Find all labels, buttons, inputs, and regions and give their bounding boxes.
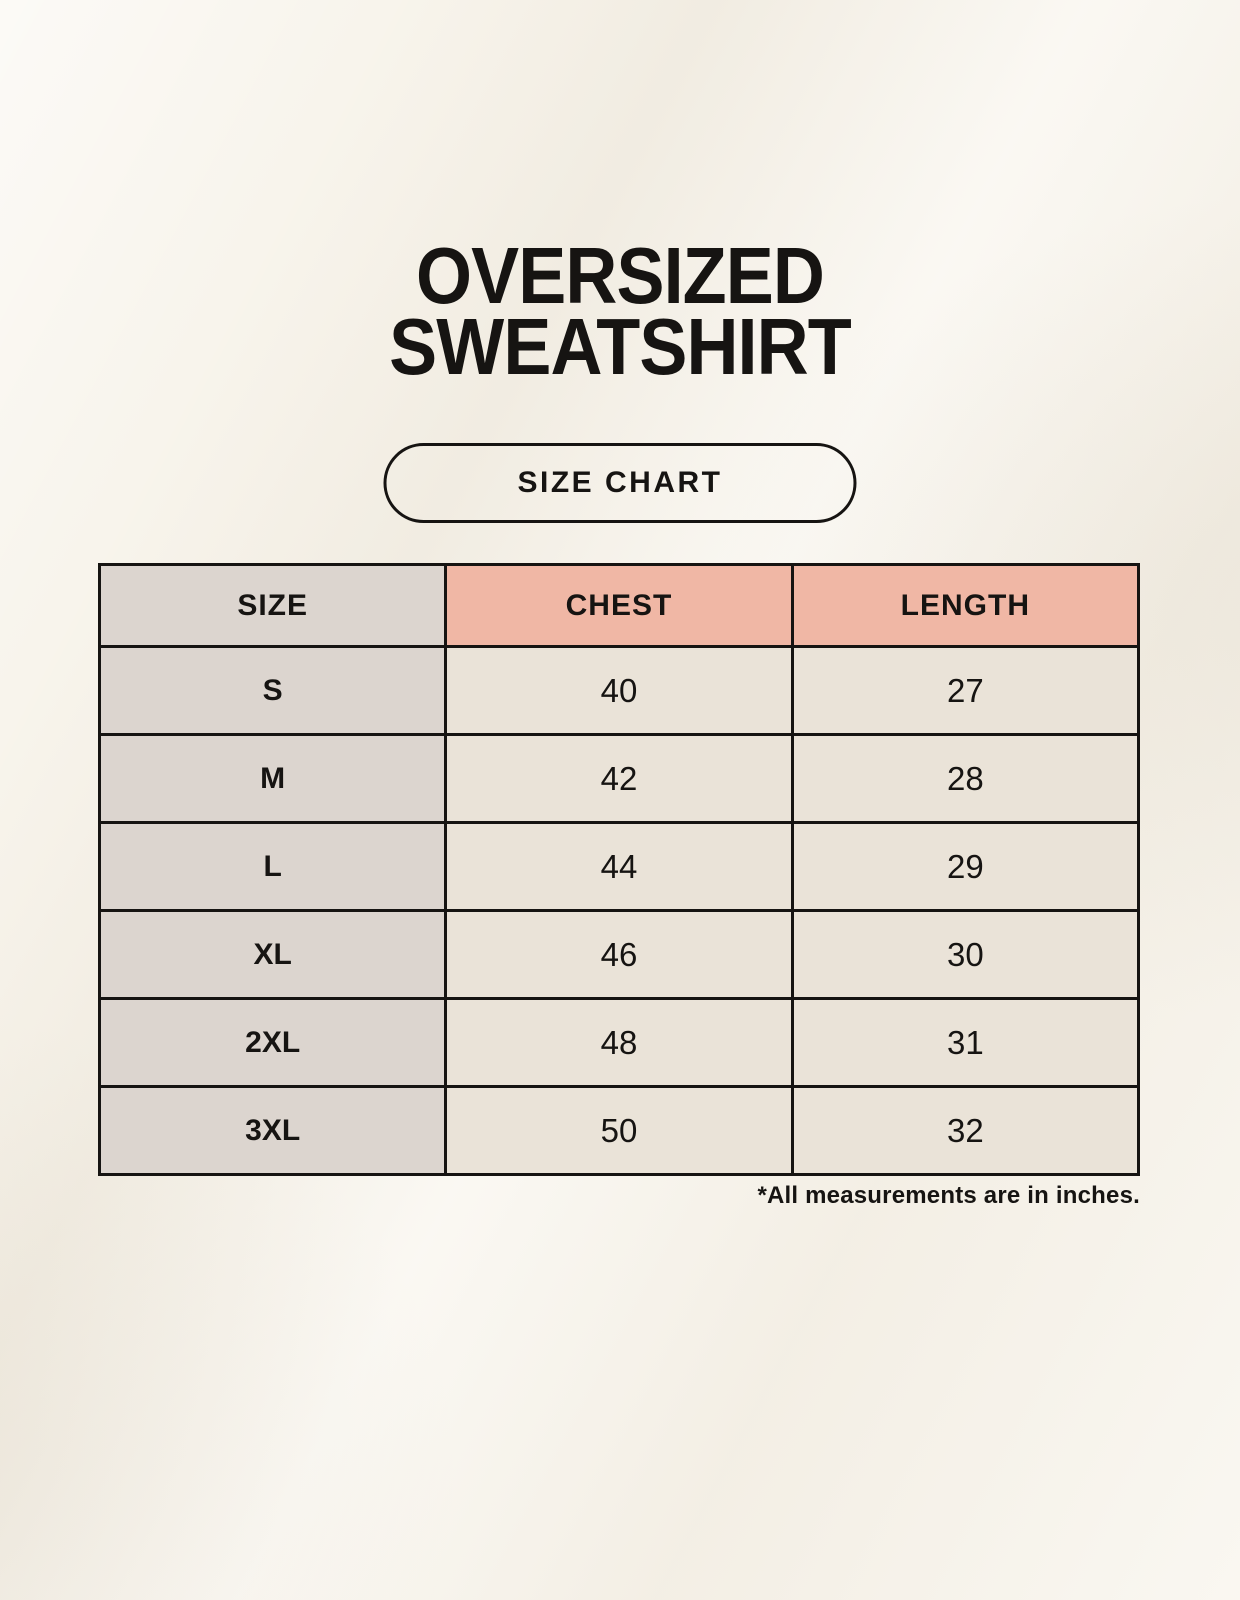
length-value: 28 [790, 733, 1141, 824]
size-label: 2XL [97, 997, 448, 1088]
product-title: OVERSIZED SWEATSHIRT [0, 231, 1240, 391]
size-label: S [97, 645, 448, 736]
column-header-size: SIZE [97, 563, 448, 648]
size-label: XL [97, 909, 448, 1000]
length-value: 27 [790, 645, 1141, 736]
column-header-length: LENGTH [790, 563, 1141, 648]
table-row-l: L 44 29 [97, 821, 1141, 912]
size-label: L [97, 821, 448, 912]
column-header-chest: CHEST [444, 563, 794, 648]
measurements-footnote: *All measurements are in inches. [757, 1182, 1140, 1209]
length-value: 29 [790, 821, 1141, 912]
product-title-line2: SWEATSHIRT [389, 302, 852, 391]
length-value: 30 [790, 909, 1141, 1000]
size-label: 3XL [97, 1085, 448, 1176]
table-row-2xl: 2XL 48 31 [97, 997, 1141, 1088]
size-table-header-row: SIZE CHEST LENGTH [97, 563, 1141, 648]
chest-value: 42 [444, 733, 794, 824]
table-row-xl: XL 46 30 [97, 909, 1141, 1000]
size-label: M [97, 733, 448, 824]
size-table: SIZE CHEST LENGTH S 40 27 M 42 28 L 44 2… [97, 563, 1141, 1176]
size-chart-badge: SIZE CHART [383, 443, 857, 523]
length-value: 32 [790, 1085, 1141, 1176]
size-chart-badge-label: SIZE CHART [517, 466, 723, 499]
length-value: 31 [790, 997, 1141, 1088]
chest-value: 48 [444, 997, 794, 1088]
table-row-3xl: 3XL 50 32 [97, 1085, 1141, 1176]
chest-value: 46 [444, 909, 794, 1000]
chest-value: 40 [444, 645, 794, 736]
table-row-s: S 40 27 [97, 645, 1141, 736]
chest-value: 44 [444, 821, 794, 912]
product-title-line1: OVERSIZED [416, 231, 825, 320]
table-row-m: M 42 28 [97, 733, 1141, 824]
chest-value: 50 [444, 1085, 794, 1176]
